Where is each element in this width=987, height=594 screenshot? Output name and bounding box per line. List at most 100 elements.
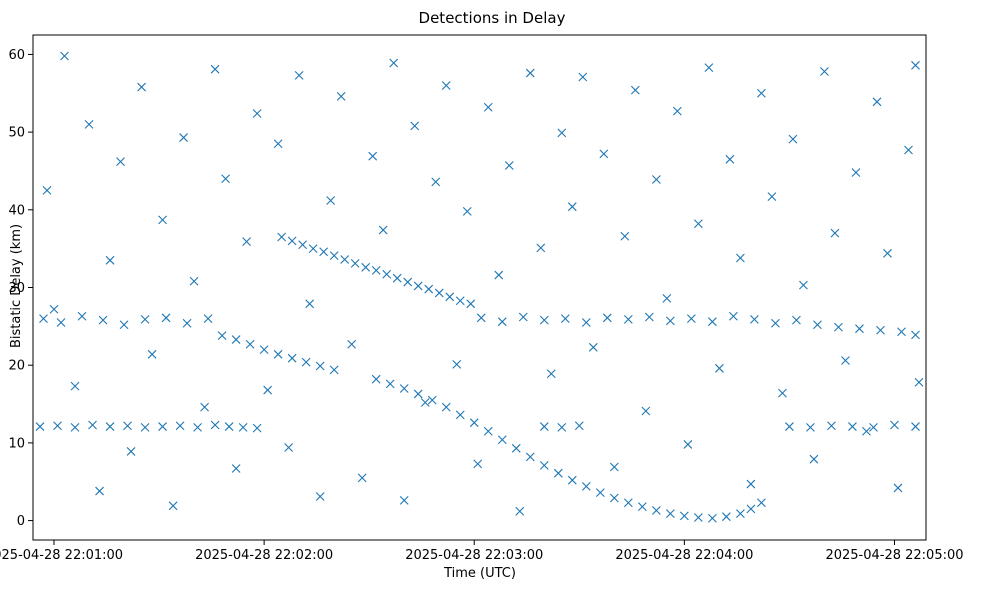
data-point-band-25km-16 <box>623 314 633 324</box>
data-point-band-25km-14 <box>581 318 591 327</box>
data-point-scattered-24 <box>294 71 304 80</box>
data-point-track-descending-24-to-19-8 <box>329 365 339 375</box>
data-point-band-25km-9 <box>476 313 486 323</box>
x-axis-label: Time (UTC) <box>443 566 516 581</box>
plot-frame <box>32 34 927 541</box>
data-point-track-descending-18-to-0-7 <box>469 418 479 428</box>
data-point-scattered-62 <box>693 219 703 229</box>
x-axis: 2025-04-28 22:01:00 2025-04-28 22:02:00 20… <box>0 540 964 563</box>
data-point-track-descending-18-to-0-25 <box>721 512 731 522</box>
data-point-scattered-48 <box>546 369 556 379</box>
data-point-scattered-81 <box>893 483 903 493</box>
data-point-track-descending-18-to-0-6 <box>455 410 465 420</box>
data-point-track-descending-36-to-28-15 <box>434 288 444 298</box>
data-point-scattered-21 <box>263 385 273 395</box>
data-point-band-25km-15 <box>602 313 612 323</box>
y-tick-label-3: 30 <box>8 281 25 296</box>
data-point-track-descending-24-to-19-2 <box>245 339 255 349</box>
data-point-band-12km-6 <box>140 422 150 432</box>
data-point-band-12km-5 <box>123 421 132 431</box>
data-point-band-25km-18 <box>665 316 675 326</box>
data-point-track-descending-18-to-0-16 <box>595 488 605 497</box>
data-point-scattered-72 <box>799 280 808 290</box>
data-point-scattered-27 <box>326 196 336 205</box>
x-tick-label-4: 2025-04-28 22:05:00 <box>825 548 963 563</box>
data-point-band-12km-11 <box>224 422 234 431</box>
data-point-track-descending-24-to-19-0 <box>217 331 227 341</box>
data-point-scattered-58 <box>651 175 661 184</box>
data-point-track-descending-24-to-19-5 <box>287 353 297 363</box>
x-tick-label-1: 2025-04-28 22:02:00 <box>195 548 333 563</box>
data-point-track-descending-36-to-28-4 <box>319 247 329 257</box>
data-point-track-descending-36-to-28-17 <box>455 296 465 306</box>
data-point-band-12km-7 <box>158 422 167 431</box>
data-point-scattered-1 <box>49 304 59 314</box>
data-point-scattered-76 <box>841 356 850 365</box>
data-point-scattered-6 <box>105 255 115 265</box>
data-point-scattered-73 <box>809 454 819 464</box>
data-point-scattered-74 <box>820 67 829 76</box>
data-point-track-descending-18-to-0-18 <box>623 498 633 508</box>
data-point-scattered-71 <box>788 134 798 144</box>
data-point-track-descending-18-to-0-23 <box>693 513 703 522</box>
data-point-track-descending-18-to-0-1 <box>385 379 395 389</box>
data-point-scattered-25 <box>305 299 315 309</box>
data-point-track-descending-36-to-28-1 <box>287 236 297 246</box>
data-point-scattered-39 <box>452 360 462 369</box>
data-point-scattered-84 <box>914 377 924 387</box>
x-tick-label-3: 2025-04-28 22:04:00 <box>615 548 753 563</box>
data-point-scattered-29 <box>347 339 357 349</box>
data-point-scattered-83 <box>911 60 920 70</box>
data-point-track-descending-36-to-28-9 <box>371 266 381 275</box>
y-axis-label: Bistatic Delay (km) <box>9 224 24 348</box>
data-point-band-12km-17 <box>785 422 794 431</box>
data-point-band-12km-1 <box>53 421 62 431</box>
data-point-band-25km-5 <box>140 314 150 324</box>
data-point-scattered-38 <box>441 81 451 90</box>
data-point-band-25km-28 <box>876 325 885 335</box>
data-point-track-descending-18-to-0-20 <box>651 506 661 515</box>
data-point-track-descending-18-to-0-2 <box>399 384 409 393</box>
data-point-scattered-32 <box>378 225 388 235</box>
data-point-scattered-59 <box>662 293 672 303</box>
data-point-band-25km-2 <box>77 311 87 321</box>
data-point-band-25km-11 <box>518 312 528 322</box>
data-point-scattered-10 <box>147 349 157 359</box>
data-point-scattered-5 <box>95 486 104 496</box>
data-point-scattered-52 <box>588 342 598 352</box>
data-point-track-descending-36-to-28-7 <box>350 259 360 268</box>
data-point-band-12km-16 <box>574 421 584 431</box>
data-point-scattered-43 <box>494 270 504 280</box>
data-point-scattered-36 <box>420 398 430 407</box>
y-tick-label-5: 50 <box>8 126 25 141</box>
data-point-band-25km-23 <box>771 318 780 328</box>
data-point-band-12km-9 <box>193 422 202 432</box>
data-point-track-descending-36-to-28-3 <box>308 244 318 254</box>
data-point-band-12km-22 <box>890 420 899 430</box>
data-point-band-12km-0 <box>35 422 45 431</box>
data-point-track-descending-36-to-28-8 <box>361 262 371 272</box>
data-point-track-descending-18-to-0-26 <box>736 509 745 518</box>
data-point-band-25km-22 <box>750 314 759 324</box>
data-point-band-12km-18 <box>806 422 815 432</box>
data-point-scattered-55 <box>620 231 630 241</box>
data-point-track-descending-36-to-28-12 <box>403 277 413 287</box>
data-point-band-25km-4 <box>119 320 129 330</box>
data-point-track-descending-36-to-28-11 <box>392 273 402 283</box>
data-point-scattered-60 <box>672 106 682 116</box>
data-point-scattered-56 <box>630 85 640 95</box>
data-point-band-25km-7 <box>182 318 192 328</box>
data-point-scattered-17 <box>221 174 230 184</box>
data-point-band-12km-8 <box>175 421 185 431</box>
data-point-band-12km-15 <box>557 422 567 432</box>
y-tick-label-6: 60 <box>8 48 25 63</box>
data-point-track-descending-18-to-0-19 <box>637 502 647 511</box>
data-point-track-descending-18-to-0-15 <box>581 482 591 491</box>
data-point-band-25km-17 <box>644 312 654 322</box>
data-point-scattered-51 <box>578 72 588 82</box>
data-point-band-25km-21 <box>729 311 738 321</box>
data-point-scattered-26 <box>315 492 325 501</box>
data-point-scattered-46 <box>525 68 535 78</box>
data-point-scattered-33 <box>389 58 399 68</box>
y-tick-label-0: 0 <box>17 514 25 529</box>
